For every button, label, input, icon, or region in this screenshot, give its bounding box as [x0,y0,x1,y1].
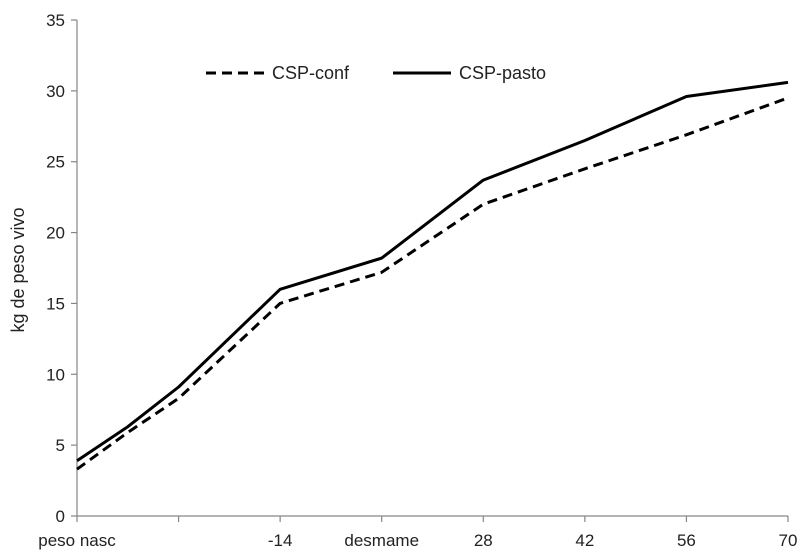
legend-label: CSP-conf [272,63,350,83]
y-tick-label: 0 [56,507,65,526]
x-tick-label: peso nasc [38,531,116,550]
legend: CSP-conf CSP-pasto [206,63,546,83]
y-axis-title: kg de peso vivo [8,207,28,332]
y-axis-ticks: 0 5 10 15 20 25 30 35 [46,11,77,526]
x-tick-label: 70 [779,531,798,550]
y-tick-label: 35 [46,11,65,30]
y-tick-label: 10 [46,365,65,384]
y-tick-label: 20 [46,224,65,243]
x-tick-label: 56 [677,531,696,550]
series-lines [76,80,789,471]
legend-label: CSP-pasto [459,63,546,83]
x-tick-label: desmame [344,531,419,550]
y-tick-label: 30 [46,82,65,101]
x-tick-label: 28 [474,531,493,550]
series-line-csp-pasto [76,80,789,462]
x-axis-ticks: peso nasc -14 desmame 28 42 56 70 [38,516,797,550]
y-tick-label: 25 [46,153,65,172]
x-tick-label: 42 [575,531,594,550]
x-tick-label: -14 [268,531,293,550]
y-tick-label: 15 [46,294,65,313]
axes [76,20,788,517]
series-line-csp-conf [76,96,789,471]
y-tick-label: 5 [56,436,65,455]
